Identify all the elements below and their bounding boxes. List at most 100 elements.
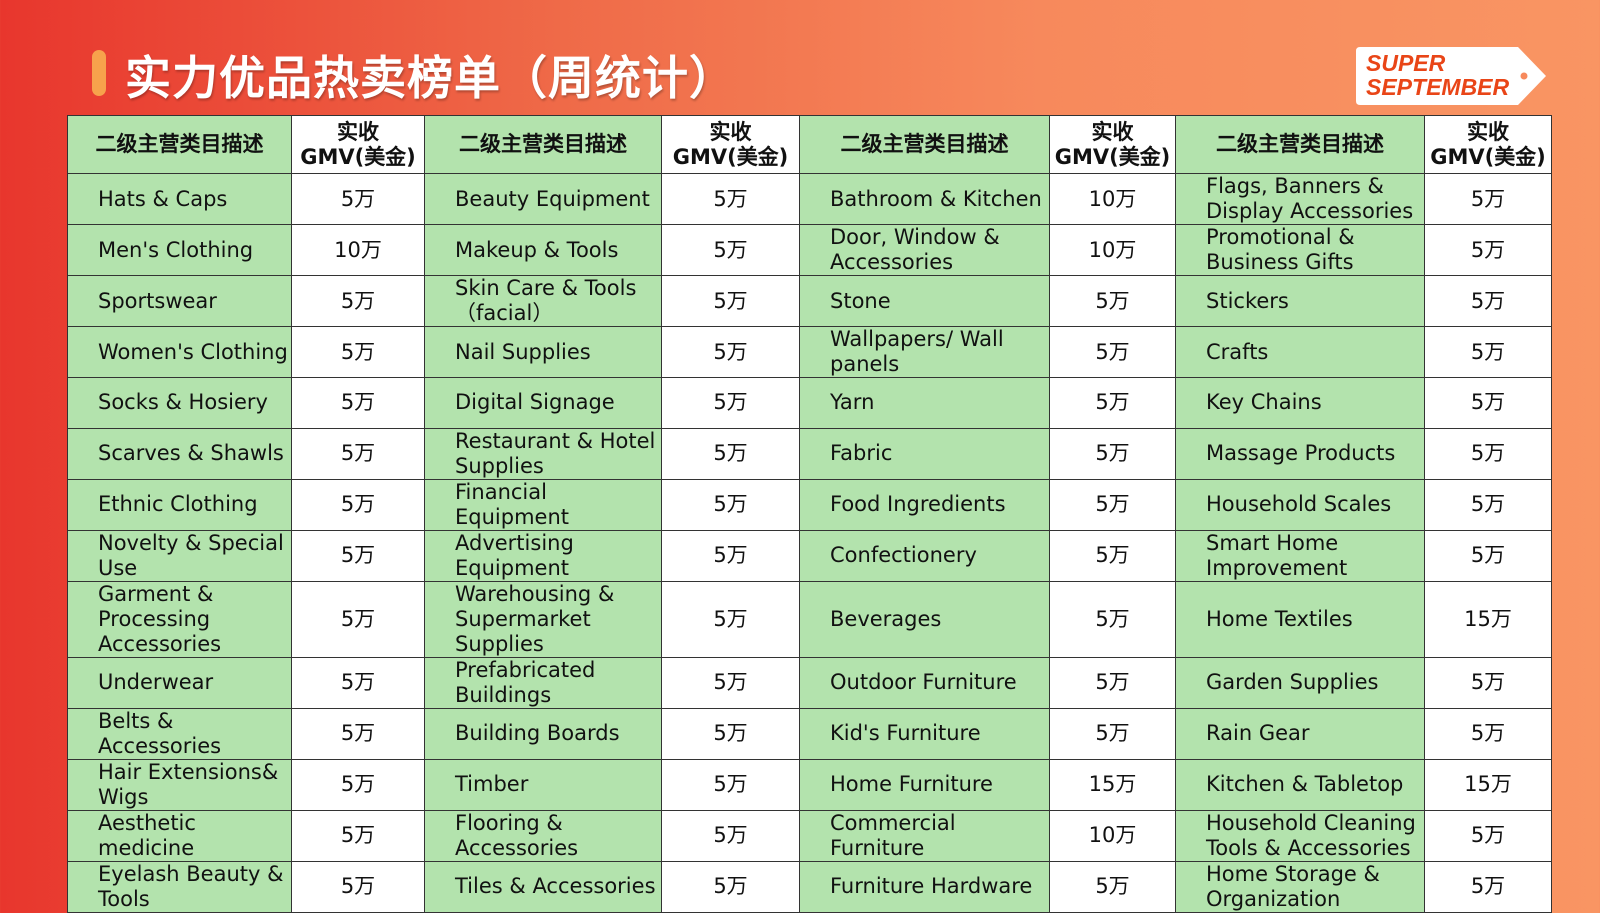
category-cell: Beauty Equipment	[424, 173, 662, 225]
gmv-cell: 5万	[1049, 580, 1176, 658]
gmv-cell: 5万	[1049, 478, 1176, 531]
category-cell: Stone	[799, 275, 1050, 327]
gmv-cell: 5万	[291, 326, 425, 378]
category-cell: Door, Window & Accessories	[799, 224, 1050, 276]
gmv-cell: 5万	[1049, 860, 1176, 913]
gmv-cell: 5万	[1424, 173, 1552, 225]
gmv-cell: 5万	[291, 656, 425, 709]
category-cell: Restaurant & Hotel Supplies	[424, 427, 662, 480]
category-cell: Makeup & Tools	[424, 224, 662, 276]
category-cell: Kid's Furniture	[799, 707, 1050, 760]
gmv-cell: 5万	[661, 275, 800, 327]
gmv-cell: 5万	[291, 758, 425, 811]
category-cell: Flags, Banners & Display Accessories	[1175, 173, 1425, 225]
gmv-cell: 5万	[661, 377, 800, 429]
category-cell: Home Textiles	[1175, 580, 1425, 658]
category-cell: Financial Equipment	[424, 478, 662, 531]
category-cell: Socks & Hosiery	[67, 377, 292, 429]
category-cell: Men's Clothing	[67, 224, 292, 276]
gmv-cell: 5万	[1049, 427, 1176, 480]
gmv-cell: 5万	[1049, 377, 1176, 429]
gmv-cell: 10万	[1049, 173, 1176, 225]
header-gmv: 实收 GMV(美金)	[1424, 115, 1552, 174]
table-row: Women's Clothing 5万 Nail Supplies 5万 Wallpap…	[67, 326, 1552, 378]
gmv-cell: 10万	[1049, 224, 1176, 276]
table-row: Ethnic Clothing 5万 Financial Equipment 5万 Fo…	[67, 478, 1552, 531]
category-cell: Promotional & Business Gifts	[1175, 224, 1425, 276]
header-category: 二级主营类目描述	[1175, 115, 1425, 174]
logo-text: SUPER SEPTEMBER	[1366, 50, 1510, 100]
gmv-cell: 5万	[661, 707, 800, 760]
table-row: Underwear 5万 Prefabricated Buildings 5万 Outd…	[67, 656, 1552, 709]
gmv-cell: 15万	[1424, 580, 1552, 658]
table-row: Novelty & Special Use 5万 Advertising Equip…	[67, 529, 1552, 582]
category-cell: Tiles & Accessories	[424, 860, 662, 913]
gmv-cell: 5万	[1049, 656, 1176, 709]
category-cell: Garden Supplies	[1175, 656, 1425, 709]
header-category: 二级主营类目描述	[67, 115, 292, 174]
gmv-cell: 5万	[1049, 529, 1176, 582]
category-cell: Household Scales	[1175, 478, 1425, 531]
category-cell: Scarves & Shawls	[67, 427, 292, 480]
category-cell: Crafts	[1175, 326, 1425, 378]
gmv-cell: 5万	[291, 275, 425, 327]
header-category: 二级主营类目描述	[799, 115, 1050, 174]
gmv-cell: 5万	[1424, 860, 1552, 913]
table-row: Hats & Caps 5万 Beauty Equipment 5万 Bathroom …	[67, 173, 1552, 225]
header-gmv: 实收 GMV(美金)	[1049, 115, 1176, 174]
gmv-cell: 10万	[291, 224, 425, 276]
category-cell: Hair Extensions& Wigs	[67, 758, 292, 811]
gmv-cell: 5万	[661, 580, 800, 658]
category-cell: Garment & Processing Accessories	[67, 580, 292, 658]
title-accent-bar	[92, 50, 106, 96]
gmv-cell: 5万	[1424, 275, 1552, 327]
category-cell: Timber	[424, 758, 662, 811]
category-cell: Rain Gear	[1175, 707, 1425, 760]
category-cell: Yarn	[799, 377, 1050, 429]
category-cell: Flooring & Accessories	[424, 809, 662, 862]
category-cell: Confectionery	[799, 529, 1050, 582]
gmv-cell: 5万	[1424, 326, 1552, 378]
gmv-cell: 5万	[1424, 427, 1552, 480]
gmv-cell: 5万	[291, 580, 425, 658]
table-row: Scarves & Shawls 5万 Restaurant & Hotel Sup…	[67, 427, 1552, 480]
category-cell: Smart Home Improvement	[1175, 529, 1425, 582]
table-row: Hair Extensions& Wigs 5万 Timber 5万 Home Furn…	[67, 758, 1552, 811]
category-cell: Fabric	[799, 427, 1050, 480]
table-row: Belts & Accessories 5万 Building Boards 5万 Ki…	[67, 707, 1552, 760]
category-cell: Advertising Equipment	[424, 529, 662, 582]
gmv-cell: 5万	[661, 427, 800, 480]
gmv-cell: 5万	[661, 326, 800, 378]
category-cell: Novelty & Special Use	[67, 529, 292, 582]
page-title: 实力优品热卖榜单（周统计）	[125, 51, 736, 105]
gmv-cell: 5万	[291, 377, 425, 429]
gmv-cell: 5万	[291, 860, 425, 913]
gmv-cell: 5万	[661, 656, 800, 709]
category-cell: Underwear	[67, 656, 292, 709]
gmv-cell: 5万	[661, 758, 800, 811]
header-gmv: 实收 GMV(美金)	[661, 115, 800, 174]
gmv-cell: 15万	[1049, 758, 1176, 811]
gmv-cell: 10万	[1049, 809, 1176, 862]
gmv-cell: 5万	[661, 478, 800, 531]
category-cell: Wallpapers/ Wall panels	[799, 326, 1050, 378]
gmv-cell: 5万	[661, 224, 800, 276]
category-cell: Home Furniture	[799, 758, 1050, 811]
gmv-cell: 5万	[291, 809, 425, 862]
gmv-cell: 5万	[1424, 707, 1552, 760]
gmv-cell: 5万	[661, 809, 800, 862]
category-cell: Sportswear	[67, 275, 292, 327]
gmv-cell: 5万	[1424, 656, 1552, 709]
gmv-cell: 5万	[1049, 275, 1176, 327]
table-row: Garment & Processing Accessories 5万 Wareho…	[67, 580, 1552, 658]
table-row: Eyelash Beauty & Tools 5万 Tiles & Accessor…	[67, 860, 1552, 913]
table-row: Socks & Hosiery 5万 Digital Signage 5万 Yarn 5万…	[67, 377, 1552, 429]
category-cell: Home Storage & Organization	[1175, 860, 1425, 913]
gmv-cell: 5万	[1424, 224, 1552, 276]
gmv-cell: 5万	[1424, 478, 1552, 531]
gmv-cell: 5万	[291, 427, 425, 480]
gmv-cell: 5万	[1049, 326, 1176, 378]
category-cell: Massage Products	[1175, 427, 1425, 480]
gmv-cell: 5万	[291, 529, 425, 582]
gmv-cell: 5万	[291, 173, 425, 225]
